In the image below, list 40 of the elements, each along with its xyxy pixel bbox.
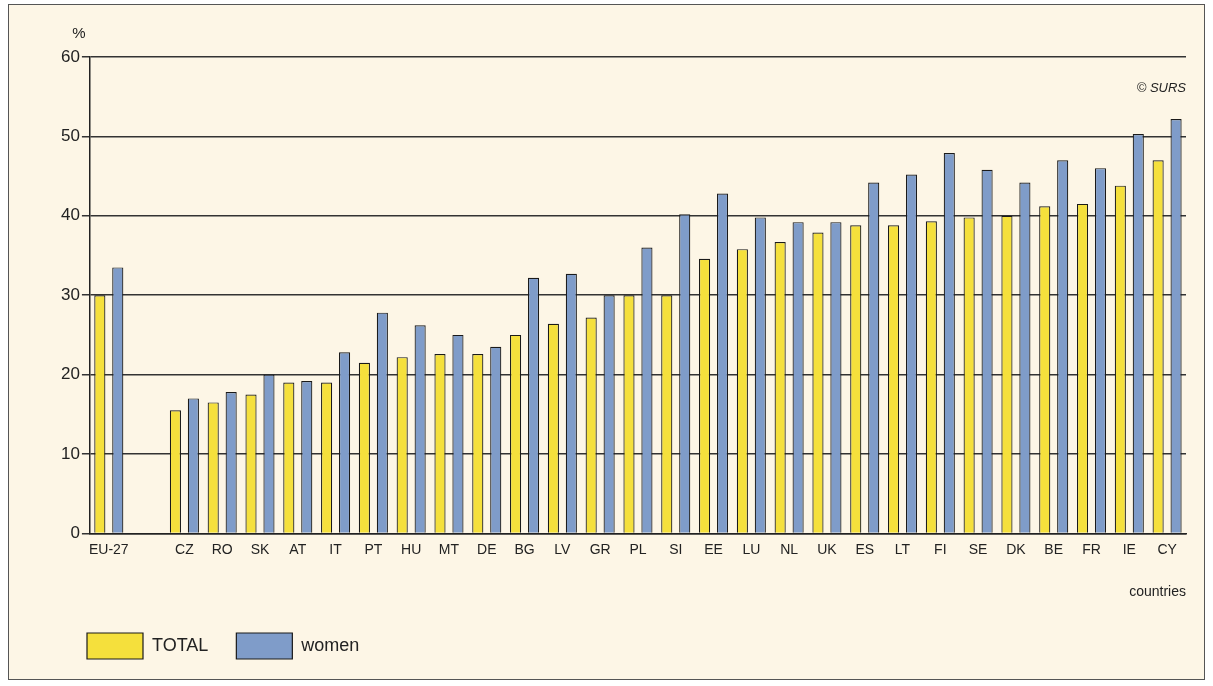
y-tick-label: 50 <box>60 126 80 146</box>
x-axis-title: countries <box>1129 583 1186 600</box>
x-tick-label: NL <box>780 540 799 557</box>
x-tick-label: EE <box>704 540 723 557</box>
x-tick-label: HU <box>401 540 422 557</box>
x-tick-label: BG <box>514 540 535 557</box>
legend-label: women <box>300 634 360 655</box>
y-tick-label: 60 <box>60 46 80 66</box>
x-tick-label: SK <box>250 540 270 557</box>
x-tick-label: IE <box>1122 540 1136 557</box>
x-tick-label: PL <box>629 540 647 557</box>
x-tick-label: GR <box>589 540 611 557</box>
y-tick-label: 0 <box>70 523 80 543</box>
x-tick-label: PT <box>364 540 383 557</box>
x-tick-label: SI <box>669 540 683 557</box>
x-tick-label: BE <box>1044 540 1064 557</box>
x-tick-label: CZ <box>175 540 195 557</box>
y-tick-label: 30 <box>60 284 80 304</box>
x-tick-label: MT <box>438 540 460 557</box>
y-tick-label: 20 <box>60 364 80 384</box>
x-tick-label: FI <box>934 540 947 557</box>
y-tick-label: 10 <box>60 443 80 463</box>
x-tick-label: IT <box>329 540 343 557</box>
x-tick-label: FR <box>1082 540 1101 557</box>
x-tick-label: UK <box>817 540 838 557</box>
x-tick-label: LV <box>554 540 572 557</box>
annotation: © SURS <box>1136 80 1187 96</box>
x-tick-label: CY <box>1157 540 1178 557</box>
x-tick-label: LT <box>894 540 911 557</box>
x-tick-label: DE <box>477 540 497 557</box>
x-tick-label: EU-27 <box>88 540 129 557</box>
x-tick-label: DK <box>1006 540 1027 557</box>
y-axis-title: % <box>72 23 86 41</box>
y-tick-label: 40 <box>60 205 80 225</box>
x-tick-label: SE <box>968 540 988 557</box>
x-tick-label: AT <box>289 540 307 557</box>
x-tick-label: LU <box>742 540 761 557</box>
x-tick-label: RO <box>211 540 233 557</box>
x-tick-label: ES <box>855 540 875 557</box>
legend-label: TOTAL <box>152 634 209 655</box>
